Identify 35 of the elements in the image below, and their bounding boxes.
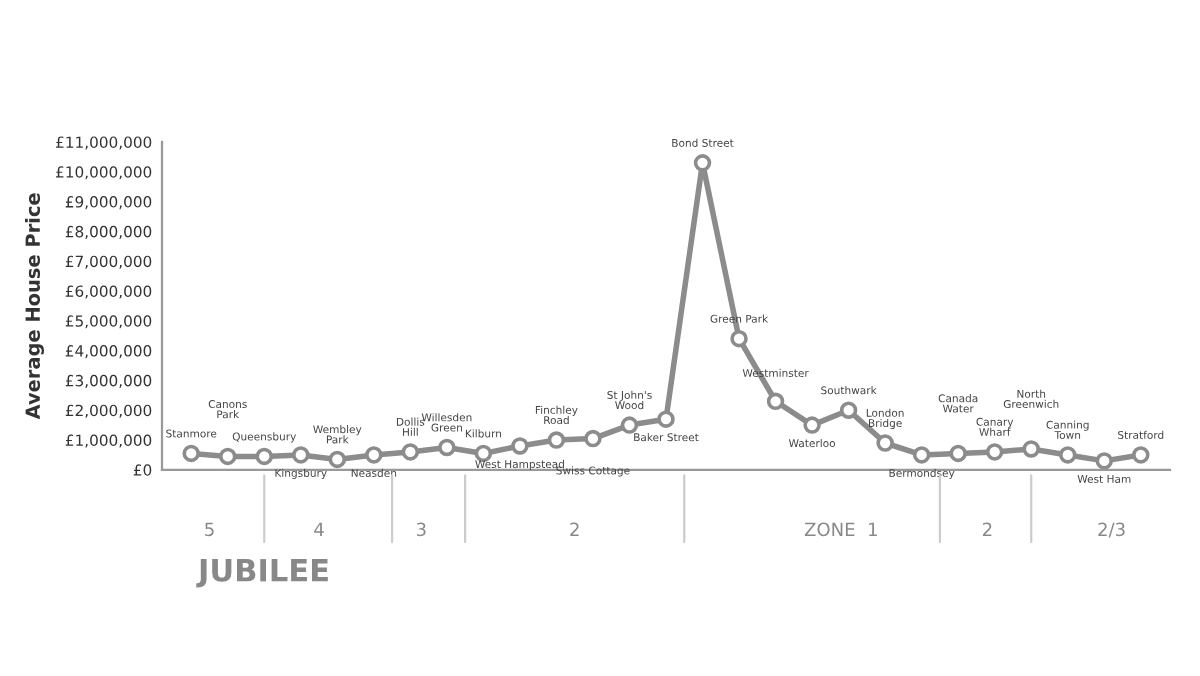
- point: [876, 434, 894, 452]
- point: [1022, 440, 1040, 458]
- point: [839, 401, 858, 419]
- point: [401, 443, 420, 461]
- text: 4: [314, 522, 324, 536]
- text: 2/3: [1098, 522, 1125, 538]
- point: [438, 438, 456, 457]
- point: [1058, 446, 1077, 464]
- text: 2: [982, 522, 992, 536]
- point: [657, 410, 675, 428]
- point: [511, 437, 529, 455]
- point: [547, 431, 566, 449]
- point: [584, 429, 602, 448]
- point: [218, 447, 237, 466]
- point: [182, 444, 200, 463]
- point: [328, 450, 347, 469]
- point: [803, 416, 821, 434]
- y-axis-title: Average House Price: [25, 193, 44, 420]
- text: JUBILEE: [196, 559, 328, 588]
- point: [985, 443, 1004, 461]
- point: [1132, 446, 1150, 464]
- point: [693, 154, 712, 172]
- point: [730, 329, 748, 348]
- text: 2: [570, 522, 579, 536]
- point: [1095, 452, 1114, 470]
- point: [365, 446, 383, 464]
- point: [766, 392, 785, 411]
- point: [292, 446, 310, 464]
- text: 5: [205, 522, 214, 537]
- point: [620, 416, 639, 434]
- text: ZONE 1: [804, 522, 877, 537]
- text: 3: [416, 522, 426, 537]
- point: [255, 447, 274, 466]
- point: [912, 446, 931, 464]
- point: [949, 444, 967, 463]
